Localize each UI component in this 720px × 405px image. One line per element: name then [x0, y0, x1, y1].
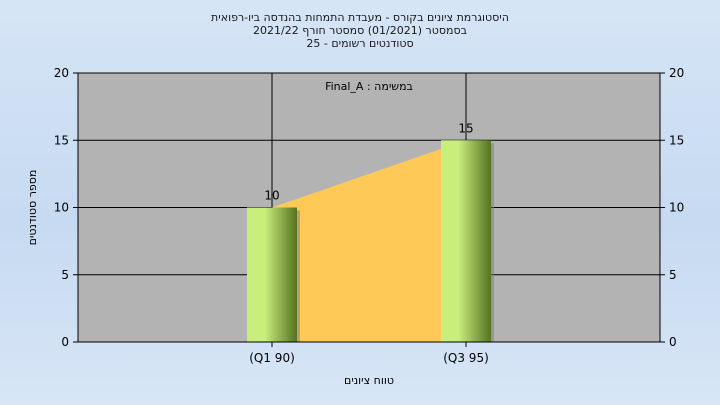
y-axis-title: מספר סטודנטים — [26, 170, 39, 246]
chart-annotation: במשימה : Final_A — [325, 80, 413, 93]
area-fill — [272, 140, 466, 342]
y-tick-label-left: 10 — [54, 201, 69, 215]
y-tick-label-left: 20 — [54, 66, 69, 80]
y-tick-label-right: 10 — [669, 201, 684, 215]
y-tick-label-right: 20 — [669, 66, 684, 80]
chart-title: היסטוגרמת ציונים בקורס - מעבדת התמחות בה… — [211, 11, 509, 24]
x-tick-label: (Q3 95) — [443, 351, 489, 365]
x-axis-title: טווח ציונים — [344, 374, 394, 387]
chart-labels: 0 0 5 5 10 10 15 15 20 20 (Q1 90) (Q3 95) 10 15 במשימה… — [26, 66, 684, 387]
chart-title-block: היסטוגרמת ציונים בקורס - מעבדת התמחות בה… — [0, 11, 720, 50]
axes — [73, 72, 665, 347]
chart-subtitle-enrolled: סטודנטים רשומים - 25 — [306, 37, 414, 50]
chart-subtitle-semester: בסמסטר (01/2021) סמסטר חורף 2021/22 — [253, 24, 467, 37]
data-label: 15 — [458, 121, 473, 135]
x-tick-label: (Q1 90) — [249, 351, 295, 365]
bar-series — [247, 140, 494, 342]
data-label: 10 — [264, 189, 279, 203]
bar — [441, 140, 491, 342]
bar — [247, 207, 297, 342]
y-tick-label-right: 0 — [669, 335, 677, 349]
y-tick-label-left: 15 — [54, 133, 69, 147]
y-tick-label-left: 5 — [61, 268, 69, 282]
y-tick-label-right: 5 — [669, 268, 677, 282]
y-tick-label-right: 15 — [669, 133, 684, 147]
area-series — [272, 140, 466, 342]
y-tick-label-left: 0 — [61, 335, 69, 349]
